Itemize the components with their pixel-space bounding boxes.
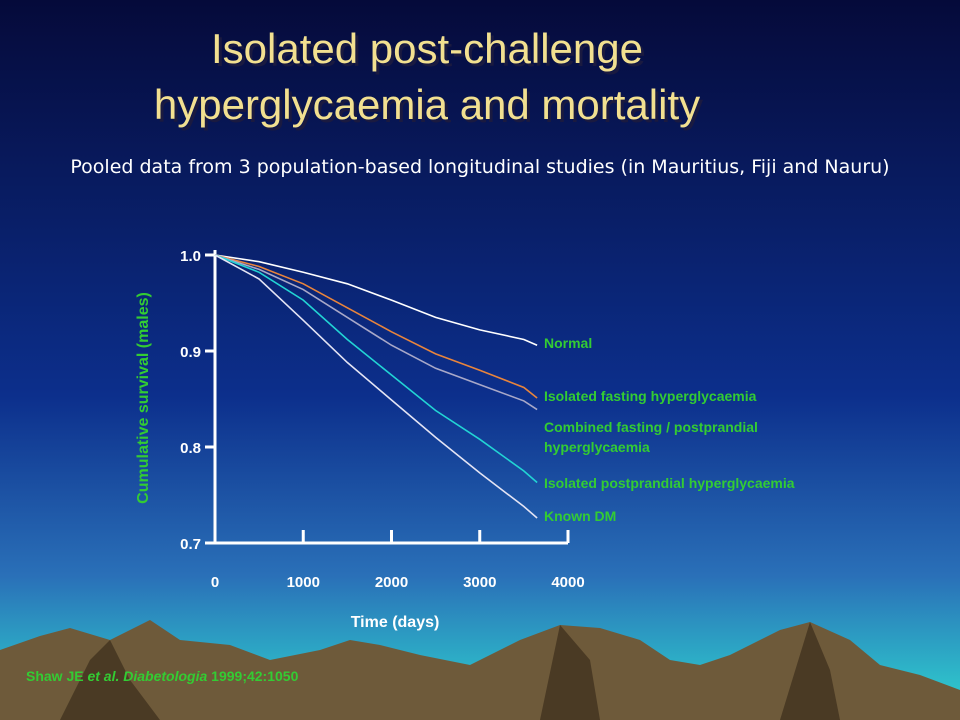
citation-part: 1999;42:1050 [207, 668, 299, 684]
legend-entry: Known DM [544, 508, 617, 524]
mountain-shade [780, 622, 840, 720]
title-shadow: Isolated post-challenge [214, 28, 646, 75]
x-tick-label: 0 [211, 574, 219, 591]
mountain-shade [540, 625, 600, 720]
legend-entry: Isolated postprandial hyperglycaemia [544, 475, 795, 491]
mountains [0, 620, 960, 720]
series-line [214, 254, 538, 399]
citation-part: Diabetologia [119, 668, 208, 684]
y-axis-label: Cumulative survival (males) [135, 292, 152, 504]
x-tick-label: 4000 [551, 574, 584, 591]
y-tick-label: 1.0 [180, 248, 201, 265]
y-tick-label: 0.8 [180, 440, 201, 457]
subtitle: Pooled data from 3 population-based long… [70, 156, 890, 178]
legend-entry: Normal [544, 335, 593, 351]
x-tick-label: 1000 [287, 574, 320, 591]
series-line [214, 254, 538, 519]
y-tick-label: 0.9 [180, 344, 201, 361]
x-tick-label: 3000 [463, 574, 496, 591]
series-line [214, 254, 538, 346]
legend-entry: Combined fasting / postprandial hypergly… [544, 419, 758, 455]
series-line [214, 254, 538, 484]
mountain-shade [60, 640, 160, 720]
citation: Shaw JE et al. Diabetologia 1999;42:1050 [26, 668, 298, 684]
series-line [214, 254, 538, 411]
x-axis-label: Time (days) [351, 614, 440, 631]
citation-part: et al. [87, 668, 120, 684]
x-tick-label: 2000 [375, 574, 408, 591]
title: Isolated post-challenge [211, 25, 643, 72]
title-shadow: hyperglycaemia and mortality [157, 84, 703, 131]
legend-entry: Isolated fasting hyperglycaemia [544, 388, 757, 404]
citation-part: Shaw JE [26, 668, 88, 684]
y-tick-label: 0.7 [180, 536, 201, 553]
title: hyperglycaemia and mortality [154, 81, 700, 128]
